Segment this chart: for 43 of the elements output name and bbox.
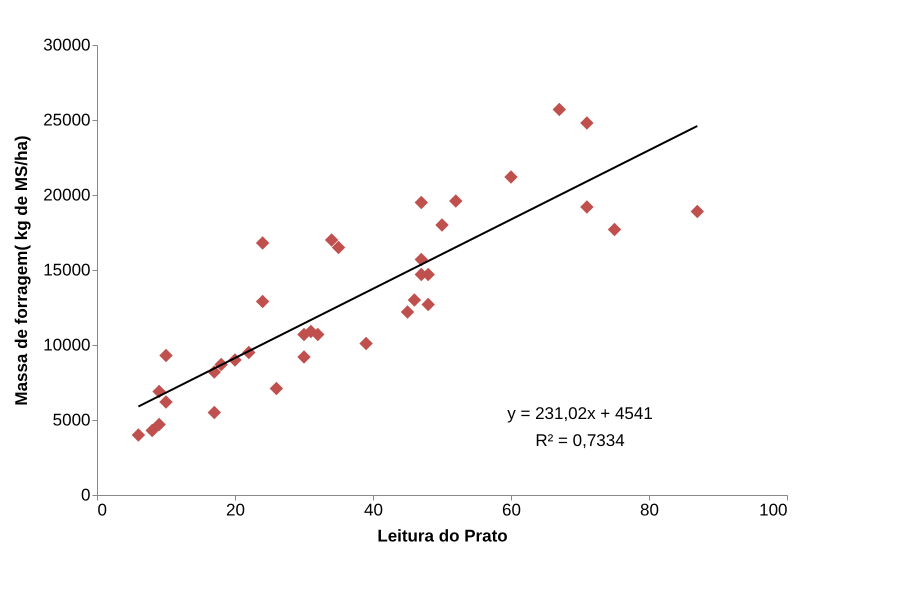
y-tick-label: 15000 — [43, 260, 90, 280]
point — [332, 240, 346, 254]
point — [608, 222, 622, 236]
point — [504, 170, 518, 184]
point — [256, 294, 270, 308]
point — [421, 298, 435, 312]
point — [208, 406, 222, 420]
y-tick-label: 30000 — [43, 36, 90, 54]
point — [690, 204, 704, 218]
point — [270, 382, 284, 396]
point — [297, 350, 311, 364]
point — [400, 305, 414, 319]
y-tick-label: 25000 — [43, 110, 90, 130]
point — [145, 424, 159, 438]
point — [324, 233, 338, 247]
y-tick-label: 5000 — [52, 410, 90, 430]
point — [414, 196, 428, 210]
point — [132, 428, 146, 442]
point — [311, 328, 325, 342]
x-tick-label: 20 — [226, 500, 245, 520]
point — [580, 200, 594, 214]
point — [552, 102, 566, 116]
x-tick-label: 40 — [364, 500, 383, 520]
y-tick-label: 0 — [81, 486, 90, 504]
annotation: R² = 0,7334 — [535, 431, 625, 450]
point — [580, 116, 594, 130]
x-axis-title: Leitura do Prato — [377, 526, 508, 546]
point — [408, 293, 422, 307]
point — [256, 236, 270, 250]
point — [159, 395, 173, 409]
annotation: y = 231,02x + 4541 — [507, 404, 653, 423]
x-tick-label: 0 — [98, 500, 107, 520]
point — [435, 218, 449, 232]
point — [159, 348, 173, 362]
x-tick-label: 100 — [759, 500, 788, 520]
y-tick-label: 10000 — [43, 336, 90, 354]
x-tick-label: 80 — [640, 500, 659, 520]
point — [359, 336, 373, 350]
point — [449, 194, 463, 208]
point — [152, 418, 166, 432]
y-tick-label: 20000 — [43, 186, 90, 204]
x-tick-label: 60 — [502, 500, 521, 520]
y-axis-title: Massa de forragem( kg de MS/ha) — [12, 135, 32, 406]
